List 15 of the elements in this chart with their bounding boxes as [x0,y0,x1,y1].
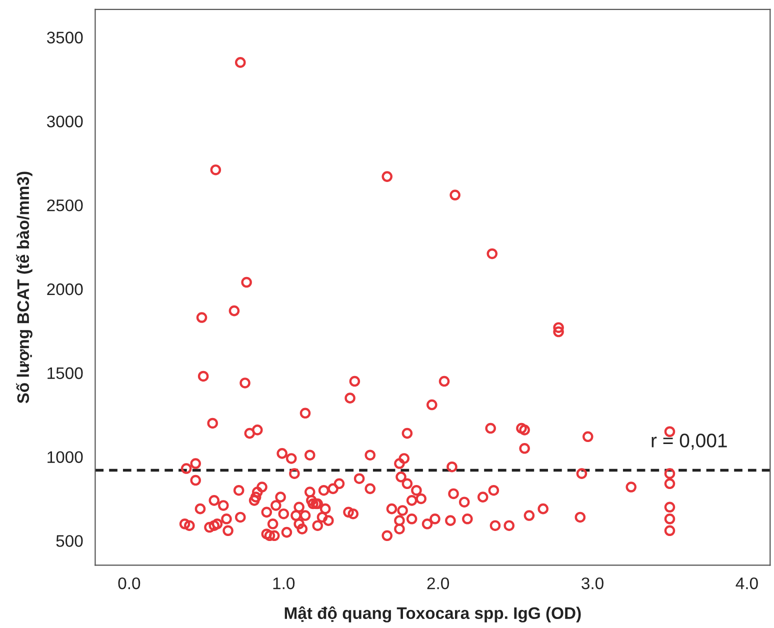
x-tick-label: 4.0 [736,577,758,590]
y-tick-label: 3500 [46,32,83,44]
x-tick-label: 0.0 [118,577,140,590]
x-tick-label: 2.0 [427,577,450,590]
y-axis-title: Số lượng BCAT (tế bào/mm3) [16,172,32,404]
annotation: r = 0,001 [652,434,727,450]
y-tick-label: 1000 [48,451,83,463]
x-tick-label: 1.0 [273,577,295,590]
y-tick-label: 2500 [47,199,83,212]
x-tick-label: 3.0 [582,577,604,590]
y-tick-label: 500 [56,535,83,547]
y-tick-label: 1500 [48,367,83,380]
x-axis-title: Mật độ quang Toxocara spp. IgG (OD) [284,606,581,622]
y-tick-label: 2000 [47,283,83,296]
y-tick-label: 3000 [46,116,83,128]
